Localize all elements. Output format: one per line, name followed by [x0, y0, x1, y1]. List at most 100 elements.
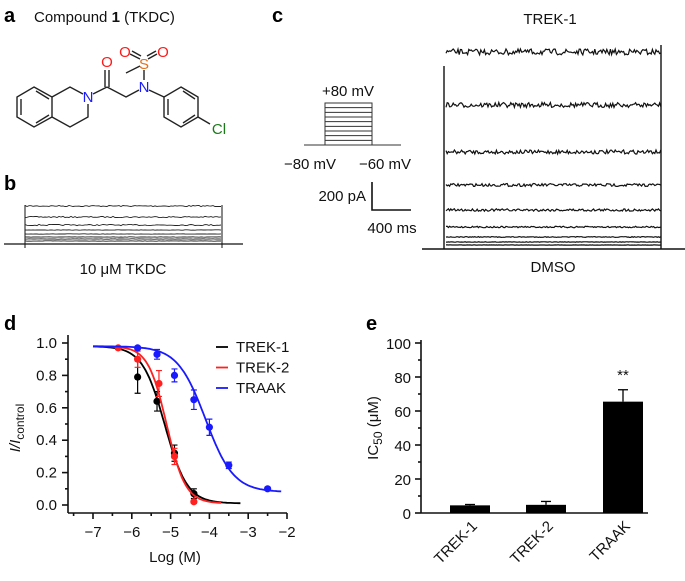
title-prefix: Compound: [34, 9, 112, 26]
scale-time: 400 ms: [367, 220, 416, 237]
legend-label: TREK-1: [236, 339, 289, 356]
voltage-protocol: [304, 102, 401, 146]
data-point-traak: [190, 396, 198, 404]
bar-traak: [603, 401, 643, 513]
x-tick-label: TREK-1: [431, 518, 481, 568]
y-label-main: I/I: [7, 440, 24, 453]
current-trace: [445, 207, 662, 213]
dose-response-chart: 0.0 0.2 0.4 0.6 0.8 1.0 −7 −6 −5 −4 −3 −2 TREK-1 TREK…: [36, 335, 296, 541]
caption-tkdc: 10 μM TKDC: [80, 261, 167, 278]
atom-nitrogen: N: [139, 79, 150, 96]
y-tick-label: 60: [394, 404, 411, 421]
current-trace: [445, 46, 662, 57]
x-tick-label: −3: [240, 524, 257, 541]
protocol-hold-right: −60 mV: [359, 156, 411, 173]
legend-label: TREK-2: [236, 360, 289, 377]
current-traces-dmso: [422, 45, 685, 250]
data-point-trek-2: [190, 498, 198, 506]
current-trace: [445, 182, 662, 188]
protocol-step-label: +80 mV: [322, 83, 374, 100]
ic50-label-sub: 50: [371, 431, 385, 445]
fit-curve-traak: [93, 345, 282, 493]
panel-label-a: a: [4, 5, 16, 27]
current-trace: [24, 223, 222, 227]
y-tick-label: 1.0: [36, 335, 57, 352]
x-tick-label: −4: [201, 524, 218, 541]
data-point-trek-1: [153, 397, 161, 405]
y-tick-label: 0.8: [36, 367, 57, 384]
x-tick-label: −6: [123, 524, 140, 541]
current-trace: [445, 235, 662, 239]
bar-trek-1: [450, 505, 490, 513]
current-trace: [445, 148, 662, 156]
ic50-bar-chart: 0 20 40 60 80 100 TREK-1 TREK-2 TRAAK **: [386, 336, 648, 568]
title-suffix: (TKDC): [120, 9, 175, 26]
x-tick-label: −5: [162, 524, 179, 541]
y-tick-label: 0.0: [36, 497, 57, 514]
current-trace: [24, 215, 222, 219]
atom-oxygen: O: [119, 44, 131, 61]
ic50-label-unit: (μM): [365, 396, 382, 431]
fit-curve-trek-2: [93, 345, 222, 504]
scale-bar: [371, 182, 411, 211]
data-point-traak: [264, 485, 272, 493]
data-point-trek-2: [155, 379, 163, 388]
data-point-traak: [225, 461, 233, 469]
y-axis-label-ic50: IC50 (μM): [365, 396, 385, 460]
current-traces-tkdc: [4, 205, 243, 248]
panel-d: d 0.0 0.2 0.4 0.6 0.8 1.0 −7 −6 −5 −4 −3 −2 TREK-1 TR…: [4, 313, 296, 566]
y-tick-label: 0.6: [36, 400, 57, 417]
data-point-traak: [170, 371, 179, 379]
x-tick-label: TRAAK: [586, 518, 633, 565]
caption-dmso: DMSO: [531, 259, 576, 276]
compound-title: Compound 1 (TKDC): [34, 9, 175, 26]
data-point-traak: [153, 350, 161, 358]
atom-nitrogen: N: [83, 89, 94, 106]
y-tick-label: 0: [403, 506, 411, 523]
data-point-traak: [134, 344, 142, 352]
y-tick-label: 0.4: [36, 432, 57, 449]
y-tick-label: 20: [394, 472, 411, 489]
current-trace: [445, 225, 661, 229]
y-axis-label: I/Icontrol: [7, 404, 27, 453]
atom-chlorine: Cl: [212, 121, 226, 138]
y-label-sub: control: [13, 404, 27, 440]
data-point-traak: [205, 423, 213, 431]
y-tick-label: 0.2: [36, 465, 57, 482]
atom-oxygen: O: [157, 44, 169, 61]
atom-oxygen: O: [101, 54, 113, 71]
panel-label-e: e: [366, 313, 377, 335]
atom-sulfur: S: [139, 56, 149, 73]
data-point-trek-1: [134, 373, 142, 381]
x-tick-label: TREK-2: [507, 518, 557, 568]
protocol-hold-left: −80 mV: [284, 156, 336, 173]
current-trace: [24, 205, 221, 208]
x-axis-label: Log (M): [149, 549, 201, 566]
y-tick-label: 40: [394, 438, 411, 455]
y-tick-label: 80: [394, 370, 411, 387]
panel-c: c TREK-1 +80 mV −80 mV −60 mV 200 pA 400…: [272, 5, 685, 276]
panel-label-c: c: [272, 5, 283, 27]
ic50-label-main: IC: [365, 445, 382, 460]
title-bold: 1: [112, 9, 120, 26]
y-tick-label: 100: [386, 336, 411, 353]
current-trace: [445, 100, 662, 110]
chemical-structure: N O N S O O Cl: [16, 44, 226, 138]
bar-trek-2: [526, 504, 566, 513]
data-point-trek-2: [134, 355, 142, 363]
panel-a: a Compound 1 (TKDC) N O: [4, 5, 226, 138]
data-point-trek-2: [114, 344, 122, 352]
x-tick-label: −2: [278, 524, 295, 541]
scale-current: 200 pA: [318, 188, 366, 205]
significance-marker: **: [617, 367, 629, 384]
panel-label-b: b: [4, 173, 16, 195]
panel-b: b 10 μM TKDC: [4, 173, 243, 278]
data-point-trek-2: [170, 452, 179, 460]
legend-label: TRAAK: [236, 380, 286, 397]
trace-title: TREK-1: [523, 11, 576, 28]
x-tick-label: −7: [84, 524, 101, 541]
panel-label-d: d: [4, 313, 16, 335]
panel-e: e 0 20 40 60 80 100 TREK-1 TREK-2 TRAAK ** IC50 (…: [365, 313, 648, 568]
step-box: [324, 102, 373, 146]
